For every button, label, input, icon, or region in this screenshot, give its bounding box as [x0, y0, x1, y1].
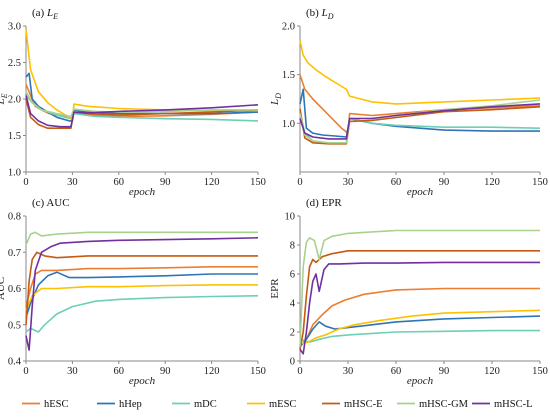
y-tick-label: 0.7: [8, 248, 21, 259]
x-tick-label: 60: [391, 366, 402, 377]
y-axis-label: LE: [0, 93, 9, 105]
panel-title: (a) LE: [32, 7, 58, 21]
y-tick-label: 10: [285, 212, 296, 223]
y-axis-label: AUC: [0, 277, 7, 300]
x-axis-label: epoch: [129, 186, 156, 198]
x-tick-label: 120: [204, 177, 220, 188]
y-tick-label: 1.5: [282, 70, 295, 81]
y-tick-label: 2.0: [282, 22, 295, 33]
y-axis-label: EPR: [269, 278, 281, 299]
y-tick-label: 6: [290, 270, 295, 281]
legend-label-hHep: hHep: [119, 399, 142, 410]
x-tick-label: 120: [484, 366, 500, 377]
x-tick-label: 90: [160, 177, 171, 188]
y-tick-label: 1.0: [282, 119, 295, 130]
x-tick-label: 0: [23, 177, 28, 188]
panel-title: (b) LD: [306, 7, 334, 21]
y-tick-label: 0.4: [8, 357, 22, 368]
x-tick-label: 60: [391, 177, 402, 188]
series-line-mESC: [25, 29, 258, 121]
legend-label-hESC: hESC: [44, 399, 69, 410]
x-tick-label: 150: [250, 177, 266, 188]
series-line-hHep: [25, 271, 258, 318]
y-tick-label: 0.8: [8, 212, 21, 223]
x-tick-label: 90: [439, 177, 450, 188]
x-tick-label: 150: [532, 366, 548, 377]
y-tick-label: 1.5: [8, 131, 21, 142]
y-tick-label: 0.5: [8, 320, 21, 331]
x-tick-label: 120: [484, 177, 500, 188]
y-tick-label: 3.0: [8, 22, 21, 33]
y-tick-label: 2.0: [8, 95, 21, 106]
x-tick-label: 0: [297, 366, 302, 377]
y-tick-label: 0.6: [8, 284, 21, 295]
series-line-mHSC-L: [25, 95, 259, 128]
panel-3: 0 2 4 6 8 10 0 30 60 90 120 150 epoch EPR (d) EPR: [269, 197, 548, 387]
x-tick-label: 150: [532, 177, 548, 188]
panel-2: 0.4 0.5 0.6 0.7 0.8 0 30 60 90 120 150 epoch AUC (c) …: [0, 197, 266, 387]
x-axis-label: epoch: [407, 186, 434, 198]
x-tick-label: 30: [67, 366, 78, 377]
series-line-mHSC-E: [299, 250, 540, 350]
x-tick-label: 30: [343, 177, 354, 188]
legend-label-mHSC-E: mHSC-E: [344, 399, 383, 410]
series-line-hESC: [25, 266, 258, 307]
y-tick-label: 2: [290, 328, 295, 339]
series-line-mDC: [25, 94, 259, 122]
y-tick-label: 1.0: [8, 168, 21, 179]
x-tick-label: 90: [160, 366, 171, 377]
series-line-mESC: [25, 284, 258, 311]
series-line-mHSC-L: [299, 103, 541, 140]
panel-title: (c) AUC: [32, 197, 70, 209]
y-tick-label: 4: [290, 299, 296, 310]
series-line-mHSC-L: [299, 261, 540, 355]
panel-title: (d) EPR: [306, 197, 342, 209]
y-tick-label: 2.5: [8, 58, 21, 69]
legend-label-mHSC-GM: mHSC-GM: [419, 399, 469, 410]
panel-0: 1.0 1.5 2.0 2.5 3.0 0 30 60 90 120 150 epoch LE (a) L…: [0, 7, 266, 198]
legend-label-mDC: mDC: [194, 399, 217, 410]
series-line-mESC: [299, 309, 541, 345]
series-line-mHSC-GM: [299, 229, 540, 347]
series-line-hESC: [299, 287, 540, 348]
legend-label-mHSC-L: mHSC-L: [494, 399, 533, 410]
panel-1: 1.0 1.5 2.0 0 30 60 90 120 150 epoch LD (b) LD: [269, 7, 548, 198]
series-line-mHSC-L: [25, 237, 259, 351]
legend-label-mESC: mESC: [269, 399, 296, 410]
series-line-mHSC-GM: [25, 231, 258, 246]
x-tick-label: 150: [250, 366, 266, 377]
x-tick-label: 60: [114, 177, 125, 188]
legend: hESC hHep mDC mESC mHSC-E mHSC-GM mHSC-L: [22, 399, 533, 410]
series-line-mHSC-E: [25, 251, 258, 325]
x-tick-label: 30: [343, 366, 354, 377]
y-tick-label: 8: [290, 241, 295, 252]
series-line-mDC: [25, 295, 259, 333]
x-tick-label: 120: [204, 366, 220, 377]
x-tick-label: 60: [114, 366, 125, 377]
series-line-mHSC-GM: [25, 91, 258, 118]
series-line-mESC: [299, 40, 541, 105]
x-tick-label: 90: [439, 366, 450, 377]
x-axis-label: epoch: [129, 375, 156, 387]
x-tick-label: 30: [67, 177, 78, 188]
x-axis-label: epoch: [407, 375, 434, 387]
y-tick-label: 0: [290, 357, 295, 368]
x-tick-label: 0: [297, 177, 302, 188]
series-line-mDC: [299, 329, 540, 343]
x-tick-label: 0: [23, 366, 28, 377]
y-axis-label: LD: [269, 93, 283, 106]
